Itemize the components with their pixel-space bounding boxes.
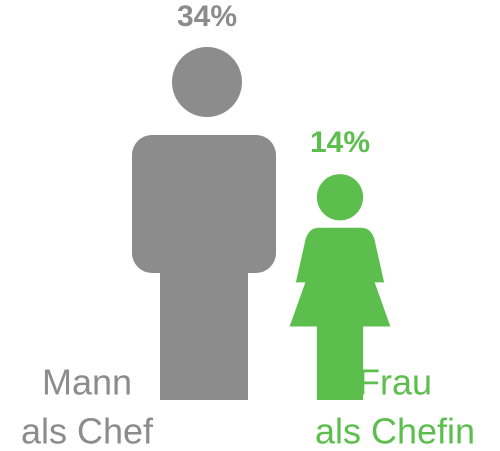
category-label: Frau: [358, 362, 432, 403]
figure: [289, 174, 391, 400]
category-label: als Chefin: [315, 411, 475, 451]
legs: [316, 324, 364, 400]
value-label: 14%: [310, 126, 370, 159]
figure: [132, 47, 276, 400]
category-label: als Chef: [21, 411, 154, 451]
dress: [289, 227, 391, 327]
head: [316, 174, 364, 221]
legs: [160, 270, 248, 400]
category-label: Mann: [42, 362, 132, 403]
value-label: 34%: [177, 0, 237, 33]
body: [132, 135, 276, 273]
head: [172, 47, 242, 117]
